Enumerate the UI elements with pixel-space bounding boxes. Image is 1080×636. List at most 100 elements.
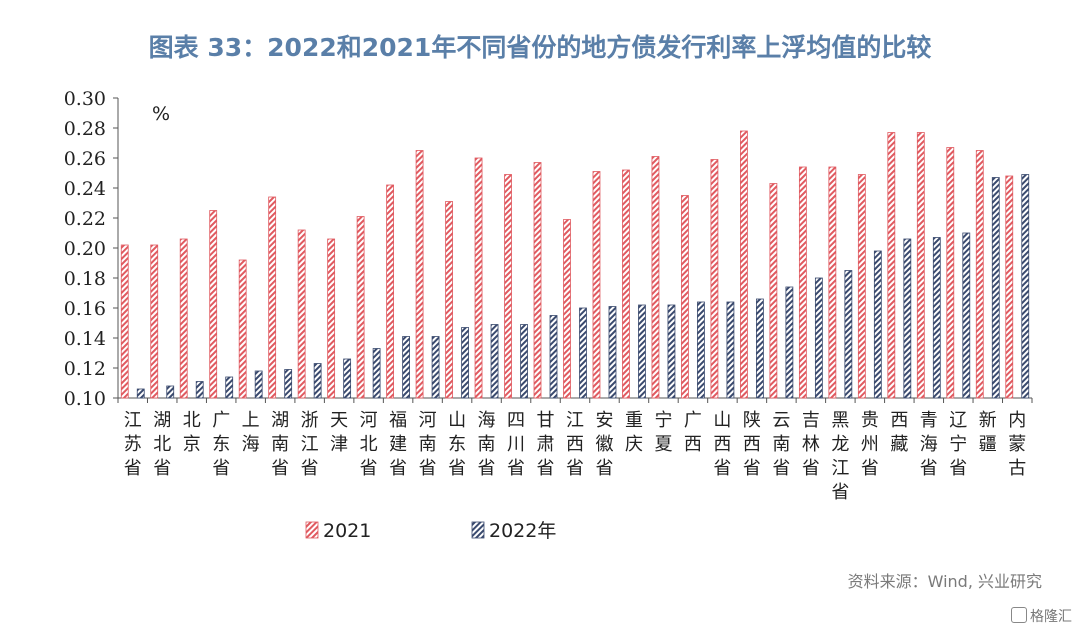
bar-2022-3 [225, 376, 234, 399]
brand-watermark: 格隆汇 [1011, 606, 1072, 626]
legend-label-0: 2021 [323, 520, 371, 542]
bar-2021-14 [533, 162, 542, 399]
bar-2022-11 [461, 327, 469, 399]
bar-2022-14 [549, 315, 558, 399]
bar-2022-26 [903, 238, 912, 399]
bar-2021-1 [150, 244, 159, 399]
legend-label-1: 2022年 [489, 520, 556, 542]
x-tick-label: 山东省 [448, 410, 466, 479]
bar-2022-1 [166, 385, 175, 399]
bar-2021-23 [798, 166, 807, 399]
bar-2021-28 [946, 147, 955, 399]
bar-2021-5 [268, 196, 277, 399]
bar-2022-15 [579, 307, 587, 399]
legend-swatch-0 [305, 521, 319, 539]
brand-name: 格隆汇 [1030, 609, 1072, 625]
y-tick-label: 0.16 [64, 298, 106, 320]
bar-2022-29 [991, 177, 1000, 399]
bar-2022-30 [1021, 174, 1030, 399]
chart-title: 图表 33：2022和2021年不同省份的地方债发行利率上浮均值的比较 [148, 33, 932, 62]
bar-2022-16 [608, 306, 617, 399]
y-tick-label: 0.22 [64, 208, 106, 230]
bar-2022-27 [932, 237, 941, 399]
bar-2022-10 [431, 336, 440, 399]
bar-2022-17 [638, 304, 646, 399]
x-tick-label: 贵州省 [861, 410, 879, 479]
y-tick-label: 0.28 [64, 118, 106, 140]
y-tick-label: 0.20 [64, 238, 106, 260]
x-tick-label: 陕西省 [743, 410, 761, 479]
bar-2021-12 [474, 157, 483, 399]
bar-2022-6 [313, 363, 322, 399]
bar-2021-16 [592, 171, 601, 399]
bar-2021-15 [563, 219, 571, 399]
source-note: 资料来源：Wind, 兴业研究 [847, 572, 1042, 591]
x-tick-label: 重庆 [625, 410, 643, 455]
bar-2021-26 [887, 132, 896, 399]
x-tick-label: 浙江省 [301, 410, 319, 479]
bar-2022-13 [520, 324, 528, 399]
bar-2021-25 [857, 174, 866, 399]
x-tick-label: 新疆 [979, 410, 997, 455]
x-tick-label: 吉林省 [802, 410, 820, 479]
x-tick-label: 辽宁省 [949, 410, 967, 479]
x-tick-label: 湖南省 [271, 410, 289, 479]
x-tick-label: 宁夏 [654, 410, 672, 455]
x-tick-label: 广东省 [212, 410, 230, 479]
y-tick-label: 0.24 [64, 178, 106, 200]
bar-2021-11 [445, 201, 453, 399]
bar-2022-20 [726, 301, 735, 399]
bar-2021-4 [238, 259, 247, 399]
bar-2021-2 [179, 238, 188, 399]
bar-2021-20 [710, 159, 719, 399]
bar-2022-2 [195, 381, 204, 399]
y-tick-label: 0.10 [64, 388, 106, 410]
bar-2021-13 [504, 174, 512, 399]
bar-2021-30 [1005, 175, 1014, 399]
x-tick-label: 江西省 [566, 410, 584, 479]
bar-2022-7 [343, 358, 352, 399]
bar-2021-3 [209, 210, 218, 399]
x-tick-label: 青海省 [920, 410, 938, 479]
bar-2021-8 [356, 216, 365, 399]
y-tick-label: 0.14 [64, 328, 106, 350]
bar-2022-8 [372, 348, 381, 399]
bar-2022-18 [667, 304, 676, 399]
bar-2021-10 [415, 150, 424, 399]
y-unit-label: % [152, 103, 170, 125]
x-tick-label: 西藏 [890, 410, 908, 455]
x-tick-label: 甘肃省 [537, 410, 555, 479]
bar-2022-24 [844, 270, 853, 399]
x-tick-label: 上海 [242, 410, 260, 455]
bar-2021-27 [916, 132, 925, 399]
bar-2021-9 [386, 184, 394, 399]
bar-2022-21 [756, 298, 764, 399]
bar-2021-29 [975, 150, 984, 399]
legend-swatch-1 [471, 521, 485, 539]
bar-chart: 0.30 0.28 0.26 0.24 0.22 0.20 0.18 0.16 0.14 0.12… [64, 88, 1033, 542]
y-tick-label: 0.12 [64, 358, 106, 380]
bar-2021-21 [740, 130, 748, 399]
x-tick-label: 河北省 [360, 410, 378, 479]
y-tick-label: 0.26 [64, 148, 106, 170]
bar-2021-17 [622, 169, 630, 399]
bar-2021-22 [769, 183, 778, 399]
x-tick-label: 内蒙古 [1008, 410, 1026, 479]
bar-2021-0 [120, 244, 129, 399]
x-tick-label: 湖北省 [153, 410, 171, 479]
bar-2022-9 [402, 336, 410, 399]
x-tick-label: 四川省 [507, 410, 525, 479]
bar-2022-22 [785, 286, 794, 399]
x-tick-label: 海南省 [478, 410, 496, 479]
x-tick-label: 山西省 [713, 410, 731, 479]
bar-2022-0 [136, 388, 145, 399]
x-tick-label: 广西 [684, 410, 702, 455]
x-tick-label: 安徽省 [595, 410, 613, 479]
x-tick-label: 黑龙江省 [831, 410, 849, 503]
x-tick-label: 云南省 [772, 410, 790, 479]
bar-2022-12 [490, 324, 499, 399]
x-tick-label: 福建省 [389, 410, 407, 479]
bar-2022-23 [814, 277, 823, 399]
x-tick-label: 江苏省 [124, 410, 142, 479]
x-tick-label: 天津 [330, 410, 348, 455]
